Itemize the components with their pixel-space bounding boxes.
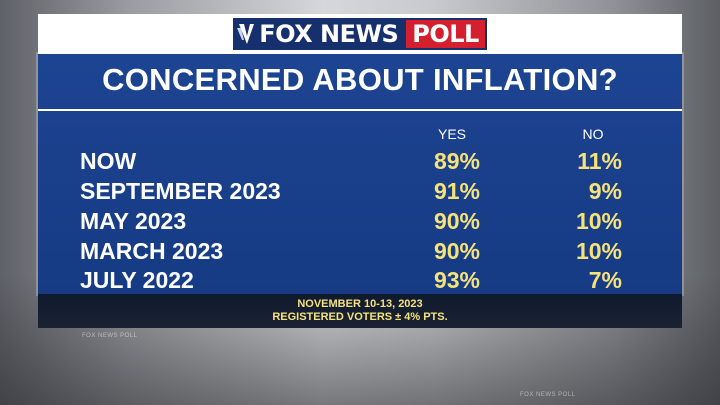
- title-divider: [38, 109, 682, 111]
- logo-poll-block: POLL: [406, 18, 487, 50]
- table-row: MAY 2023 90% 10%: [38, 206, 682, 236]
- row-label: NOW: [80, 148, 137, 174]
- no-value: 10%: [575, 208, 622, 234]
- column-header-yes: YES: [437, 126, 466, 142]
- logo-fox-text: FOX NEWS: [259, 20, 399, 48]
- table-row: NOW 89% 11%: [38, 146, 682, 176]
- fox-searchlight-icon: [237, 24, 255, 44]
- table-row: MARCH 2023 90% 10%: [38, 236, 682, 266]
- poll-dates: NOVEMBER 10-13, 2023: [297, 298, 423, 310]
- no-value: 9%: [588, 178, 622, 204]
- poll-sample-note: REGISTERED VOTERS ± 4% PTS.: [272, 311, 448, 323]
- table-row: SEPTEMBER 2023 91% 9%: [38, 176, 682, 206]
- yes-value: 91%: [433, 178, 480, 204]
- logo-fox-block: FOX NEWS: [233, 18, 407, 50]
- no-value: 7%: [588, 267, 622, 293]
- no-value: 10%: [575, 238, 622, 264]
- background-watermark: FOX NEWS POLL: [82, 333, 138, 339]
- background-watermark: FOX NEWS POLL: [520, 392, 576, 398]
- row-label: MARCH 2023: [80, 238, 224, 264]
- fox-news-poll-logo: FOX NEWS POLL: [233, 18, 487, 50]
- no-value: 11%: [577, 148, 622, 174]
- column-header-no: NO: [582, 126, 604, 142]
- poll-title: CONCERNED ABOUT INFLATION?: [102, 62, 618, 97]
- yes-value: 93%: [433, 267, 480, 293]
- yes-value: 89%: [433, 148, 480, 174]
- logo-poll-text: POLL: [412, 20, 479, 48]
- row-label: MAY 2023: [80, 208, 187, 234]
- yes-value: 90%: [433, 208, 480, 234]
- poll-panel: CONCERNED ABOUT INFLATION? YES NO NOW 89…: [38, 54, 682, 294]
- yes-value: 90%: [433, 238, 480, 264]
- table-row: JULY 2022 93% 7%: [38, 265, 682, 295]
- poll-footer: NOVEMBER 10-13, 2023 REGISTERED VOTERS ±…: [38, 294, 682, 328]
- row-label: JULY 2022: [80, 267, 194, 293]
- header-bar: FOX NEWS POLL: [38, 14, 682, 54]
- row-label: SEPTEMBER 2023: [80, 178, 281, 204]
